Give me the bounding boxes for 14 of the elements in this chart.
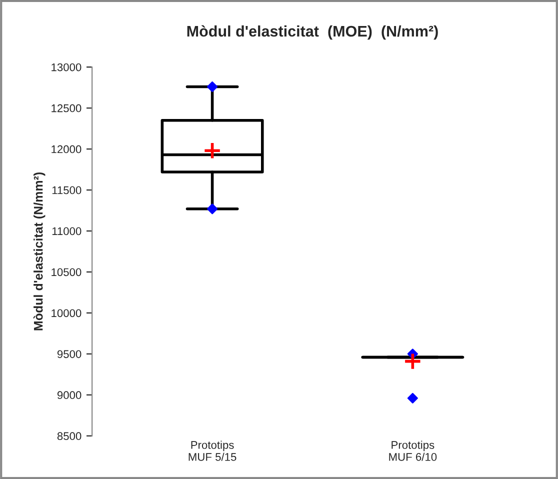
y-tick-label: 11500	[52, 186, 82, 194]
y-tick-label: 8500	[57, 432, 82, 440]
x-tick-label: Prototips MUF 6/10	[389, 440, 437, 461]
y-axis-title: Mòdul d'elasticitat (N/mm²)	[33, 172, 46, 330]
y-tick-label: 13000	[52, 63, 82, 72]
y-tick-label: 12000	[52, 145, 82, 154]
chart-title: Mòdul d'elasticitat (MOE) (N/mm²)	[187, 25, 438, 40]
y-tick-label: 9000	[57, 391, 82, 400]
y-tick-label: 12500	[52, 104, 82, 112]
y-tick-label: 11000	[52, 227, 82, 236]
x-tick-label: Prototips MUF 5/15	[188, 440, 236, 461]
y-tick-label: 10500	[52, 268, 82, 276]
y-tick-label: 9500	[57, 350, 82, 358]
y-tick-label: 10000	[52, 309, 82, 318]
